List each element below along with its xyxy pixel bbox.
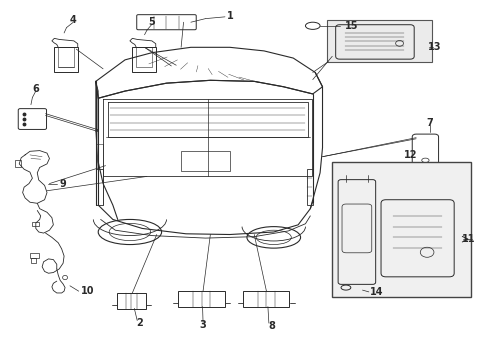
Bar xyxy=(327,21,431,62)
Bar xyxy=(32,222,39,226)
Text: 2: 2 xyxy=(136,319,143,328)
Bar xyxy=(306,169,312,205)
Text: 10: 10 xyxy=(81,286,94,296)
Text: 1: 1 xyxy=(226,11,233,21)
Bar xyxy=(31,258,36,263)
Bar xyxy=(15,160,21,167)
Text: 14: 14 xyxy=(369,287,383,297)
Text: 7: 7 xyxy=(426,118,432,128)
Bar xyxy=(331,162,470,297)
Text: 5: 5 xyxy=(148,17,155,27)
Bar xyxy=(30,253,39,258)
Text: 3: 3 xyxy=(199,320,206,330)
Text: 9: 9 xyxy=(60,179,66,189)
Bar xyxy=(181,151,229,171)
Text: 15: 15 xyxy=(345,21,358,31)
Text: 6: 6 xyxy=(32,84,39,94)
Text: 13: 13 xyxy=(427,42,441,52)
Text: 11: 11 xyxy=(461,234,474,244)
Text: 8: 8 xyxy=(267,321,274,331)
Text: 4: 4 xyxy=(69,15,76,26)
Text: 12: 12 xyxy=(403,150,416,160)
Bar xyxy=(96,169,103,205)
